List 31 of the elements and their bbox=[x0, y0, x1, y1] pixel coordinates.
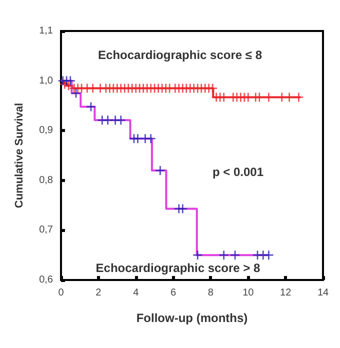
x-tick-label: 0 bbox=[58, 288, 64, 298]
point bbox=[178, 204, 188, 214]
point bbox=[103, 116, 112, 125]
y-tick-label: 1,1 bbox=[39, 26, 54, 36]
x-axis-title: Follow-up (months) bbox=[136, 311, 248, 325]
point bbox=[156, 166, 165, 175]
x-tick-label: 2 bbox=[96, 288, 102, 298]
x-tick-label: 6 bbox=[170, 288, 177, 298]
point bbox=[86, 102, 96, 112]
x-tick-label: 8 bbox=[208, 288, 214, 298]
x-tick-label: 4 bbox=[133, 288, 140, 298]
annotation: Echocardiographic score ≤ 8 bbox=[98, 48, 262, 62]
y-axis-title: Cumulative Survival bbox=[14, 102, 26, 208]
annotation: Echocardiographic score > 8 bbox=[96, 261, 261, 275]
y-tick-label: 0,7 bbox=[39, 224, 54, 236]
y-tick-label: 0,6 bbox=[39, 274, 54, 286]
y-tick-label: 0,9 bbox=[39, 125, 54, 136]
point bbox=[66, 76, 75, 86]
y-tick-label: 0,8 bbox=[39, 174, 54, 186]
point bbox=[146, 134, 156, 144]
y-tick-label: 1,0 bbox=[39, 75, 54, 86]
point bbox=[116, 116, 126, 125]
x-tick-label: 14 bbox=[317, 288, 329, 298]
annotation: p < 0.001 bbox=[212, 165, 264, 179]
point bbox=[71, 88, 80, 98]
point bbox=[193, 250, 202, 260]
x-tick-label: 12 bbox=[280, 288, 292, 298]
x-tick-label: 10 bbox=[242, 288, 254, 298]
point bbox=[219, 250, 228, 260]
point bbox=[264, 250, 274, 260]
point bbox=[230, 250, 240, 260]
